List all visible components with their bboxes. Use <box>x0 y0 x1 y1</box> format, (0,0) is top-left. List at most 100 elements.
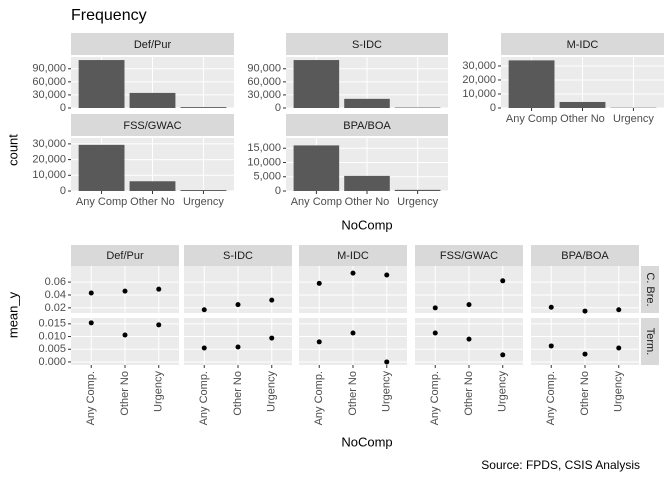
strip <box>71 245 179 266</box>
x-tick-label: Other No <box>130 196 175 208</box>
y-tick-label: 90,000 <box>32 63 66 75</box>
strip-label: Def/Pur <box>106 250 144 262</box>
point <box>269 335 275 341</box>
strip <box>641 318 659 365</box>
y-tick-label: 30,000 <box>462 60 496 72</box>
y-tick-label: 20,000 <box>32 153 66 165</box>
x-tick-label: Other No <box>232 371 244 416</box>
y-tick-label: 0.010 <box>38 330 66 342</box>
point <box>122 332 128 338</box>
y-axis-title: count <box>5 134 20 166</box>
x-tick-label: Urgency <box>613 371 625 412</box>
strip <box>415 245 523 266</box>
strip <box>286 114 448 136</box>
strip-label: M-IDC <box>337 250 369 262</box>
point <box>156 286 162 292</box>
x-tick-label: Any Comp. <box>198 371 210 425</box>
point <box>235 302 241 308</box>
y-tick-label: 0 <box>60 185 66 197</box>
bar <box>559 101 606 108</box>
bar <box>344 98 390 108</box>
y-axis-title: mean_y <box>5 291 20 338</box>
point <box>384 272 390 278</box>
strip-label: FSS/GWAC <box>440 250 498 262</box>
x-tick-label: Any Comp. <box>545 371 557 425</box>
strip <box>641 266 659 313</box>
y-tick-label: 15,000 <box>247 142 281 154</box>
point <box>432 305 438 311</box>
y-tick-label: 5,000 <box>253 171 281 183</box>
x-axis-title: NoComp <box>341 217 392 232</box>
y-tick-label: 0 <box>490 102 496 114</box>
point <box>466 302 472 308</box>
x-tick-label: Any Comp <box>76 196 127 208</box>
x-tick-label: Other No <box>579 371 591 416</box>
x-tick-label: Urgency <box>613 113 654 125</box>
strip-label: BPA/BOA <box>561 250 609 262</box>
x-tick-label: Other No <box>463 371 475 416</box>
bar <box>293 145 340 191</box>
y-tick-label: 0.000 <box>38 356 66 368</box>
point <box>316 280 322 286</box>
strip-label: M-IDC <box>567 39 599 51</box>
point <box>582 351 588 357</box>
point <box>466 336 472 342</box>
bar <box>394 189 441 191</box>
x-tick-label: Any Comp. <box>85 371 97 425</box>
point <box>432 330 438 336</box>
y-tick-label: 0 <box>275 102 281 114</box>
y-tick-label: 0.04 <box>45 289 66 301</box>
point <box>88 290 94 296</box>
x-tick-label: Urgency <box>381 371 393 412</box>
strip <box>184 245 292 266</box>
strip-label: FSS/GWAC <box>123 120 181 132</box>
strip <box>501 33 664 55</box>
strip-label: C. Bre. <box>644 272 656 306</box>
point <box>316 339 322 345</box>
y-tick-label: 30,000 <box>32 138 66 150</box>
point <box>156 322 162 328</box>
y-tick-label: 60,000 <box>32 76 66 88</box>
y-tick-label: 0 <box>60 102 66 114</box>
bar <box>180 190 227 191</box>
strip <box>71 33 234 55</box>
point <box>88 320 94 326</box>
bar <box>508 60 555 108</box>
strip <box>531 245 639 266</box>
point <box>548 304 554 310</box>
point <box>548 343 554 349</box>
y-tick-label: 60,000 <box>247 76 281 88</box>
y-tick-label: 0 <box>275 185 281 197</box>
y-tick-label: 30,000 <box>247 89 281 101</box>
strip <box>299 245 407 266</box>
strip <box>286 33 448 55</box>
y-tick-label: 0.02 <box>45 302 66 314</box>
bar <box>129 92 176 108</box>
point <box>269 297 275 303</box>
point <box>616 345 622 351</box>
x-tick-label: Urgency <box>497 371 509 412</box>
y-tick-label: 0.06 <box>45 276 66 288</box>
x-tick-label: Urgency <box>183 196 224 208</box>
caption: Source: FPDS, CSIS Analysis <box>481 458 640 472</box>
point <box>500 278 506 284</box>
strip-label: S-IDC <box>223 250 253 262</box>
y-tick-label: 10,000 <box>462 88 496 100</box>
y-tick-label: 10,000 <box>247 156 281 168</box>
x-tick-label: Any Comp <box>291 196 342 208</box>
point <box>500 352 506 358</box>
y-tick-label: 90,000 <box>247 63 281 75</box>
x-tick-label: Any Comp. <box>313 371 325 425</box>
point <box>235 344 241 350</box>
point <box>616 307 622 313</box>
strip <box>71 114 234 136</box>
y-tick-label: 10,000 <box>32 169 66 181</box>
y-tick-label: 0.015 <box>38 318 66 330</box>
x-tick-label: Any Comp <box>506 113 557 125</box>
strip-label: Term. <box>644 328 656 356</box>
strip-label: Def/Pur <box>134 39 172 51</box>
y-tick-label: 20,000 <box>462 74 496 86</box>
point <box>201 345 207 351</box>
x-tick-label: Urgency <box>153 371 165 412</box>
y-tick-label: 0.005 <box>38 343 66 355</box>
